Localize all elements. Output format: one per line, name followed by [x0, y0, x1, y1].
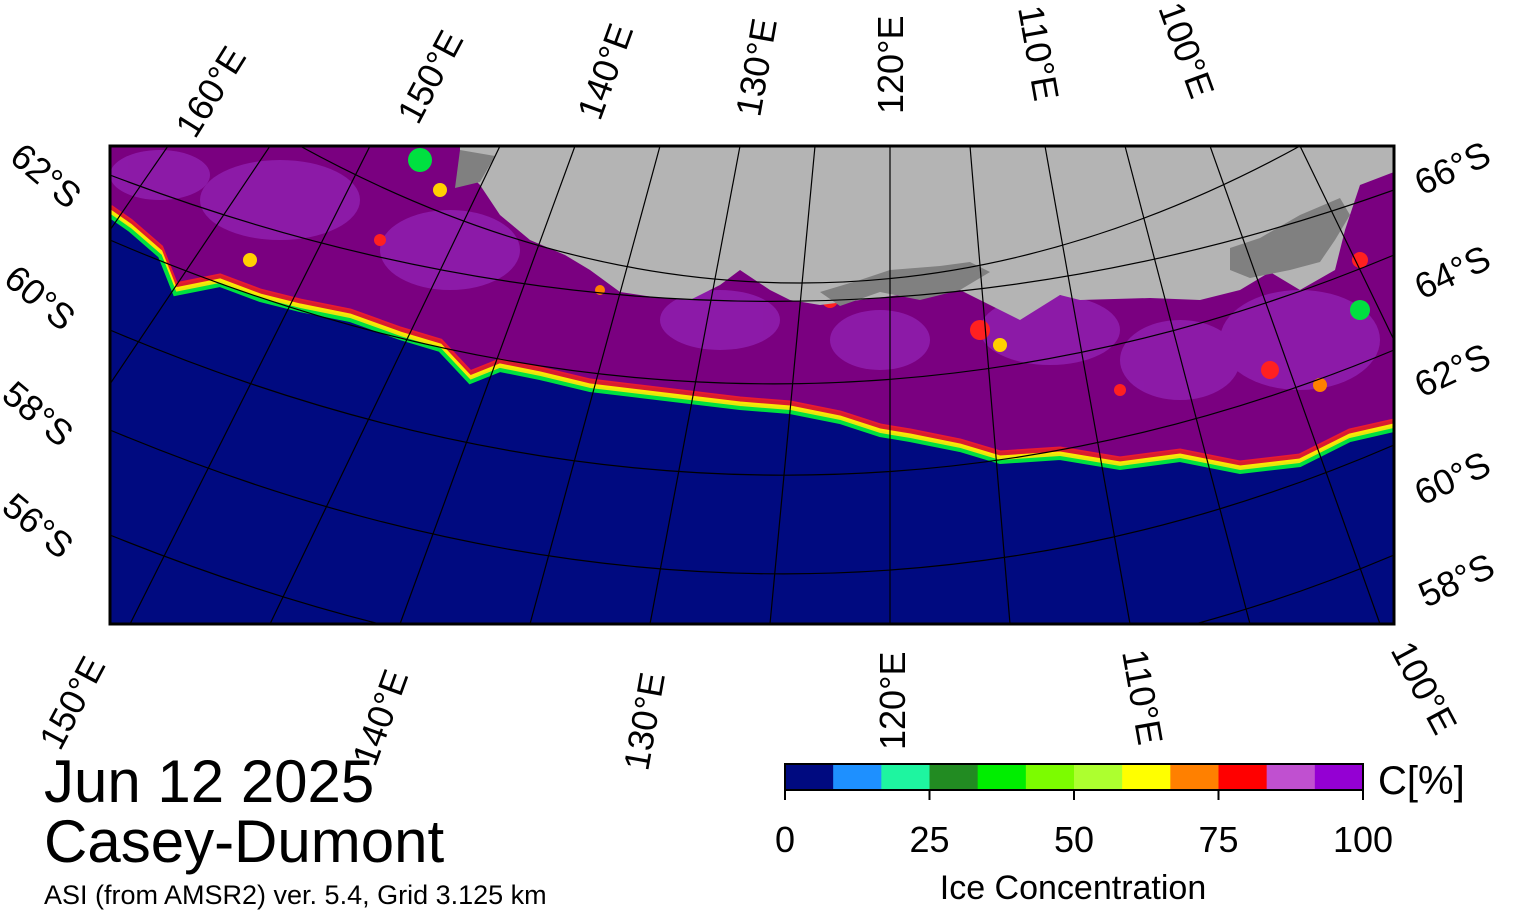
parallel-56s — [180, 623, 185, 624]
ice-shelves — [455, 150, 1350, 306]
left-lat-labels: 62°S 60°S 58°S 56°S — [0, 135, 89, 567]
left-lat-label: 62°S — [3, 135, 89, 217]
ice-edge-green — [110, 214, 1394, 475]
colorbar-swatch — [785, 764, 834, 790]
right-lat-label: 60°S — [1408, 443, 1496, 513]
product-label: ASI (from AMSR2) ver. 5.4, Grid 3.125 km — [44, 880, 547, 910]
parallel-68s — [299, 146, 1301, 284]
map-frame — [108, 144, 1396, 626]
colorbar-tick-label: 75 — [1198, 819, 1238, 860]
colorbar-swatch — [1170, 764, 1219, 790]
meridian-160e — [110, 146, 169, 231]
bottom-lon-label: 100°E — [1383, 635, 1465, 741]
meridian-150e — [110, 146, 271, 385]
meridian-105e — [1124, 146, 1251, 624]
date-label: Jun 12 2025 — [44, 748, 375, 815]
colorbar-swatch — [929, 764, 979, 790]
top-lon-label: 120°E — [870, 16, 911, 114]
colorbar-swatch — [1314, 764, 1364, 790]
right-lat-label: 62°S — [1408, 335, 1496, 405]
right-lat-label: 58°S — [1412, 545, 1500, 615]
ice-edge-yellow — [110, 209, 1394, 471]
meridian-100e — [1209, 146, 1381, 624]
colorbar-swatch — [1218, 764, 1268, 790]
top-lon-label: 130°E — [728, 15, 785, 119]
bottom-lon-label: 110°E — [1114, 646, 1171, 747]
colorbar-tick-label: 100 — [1333, 819, 1393, 860]
colorbar-tick-label: 0 — [775, 819, 795, 860]
parallel-64s — [110, 239, 1394, 385]
meridian-115e — [969, 146, 1011, 624]
parallel-66s — [110, 174, 1394, 302]
top-lon-labels: 160°E 150°E 140°E 130°E 120°E 110°E 100°… — [167, 0, 1223, 144]
bottom-lon-label: 130°E — [616, 669, 673, 773]
meridian-140e — [269, 146, 501, 624]
graticule — [110, 146, 1394, 624]
meridian-145e — [129, 146, 371, 624]
top-lon-label: 110°E — [1010, 2, 1067, 103]
right-lat-label: 64°S — [1408, 237, 1496, 307]
left-lat-label: 56°S — [0, 485, 81, 567]
top-lon-label: 150°E — [389, 24, 471, 130]
colorbar-tick-label: 25 — [909, 819, 949, 860]
colorbar-title: Ice Concentration — [939, 869, 1207, 907]
colorbar-tick-label: 50 — [1054, 819, 1094, 860]
top-lon-label: 140°E — [569, 18, 641, 125]
colorbar-swatch — [977, 764, 1027, 790]
colorbar-swatch — [1266, 764, 1316, 790]
right-lat-label: 66°S — [1408, 133, 1496, 203]
region-label: Casey-Dumont — [44, 808, 445, 875]
map-content — [110, 146, 1394, 624]
meridian-120e-b — [769, 146, 816, 624]
meridian-130e — [529, 146, 661, 624]
meridian-135e — [399, 146, 576, 624]
ice-edge-red — [110, 205, 1394, 468]
colorbar: 0 25 50 75 100 — [775, 763, 1393, 860]
colorbar-swatch — [881, 764, 930, 790]
meridian-110e — [1044, 146, 1131, 624]
bottom-lon-label: 120°E — [872, 652, 913, 750]
meridian-95e — [1299, 146, 1394, 341]
top-lon-label: 160°E — [167, 39, 254, 144]
meridian-125e — [649, 146, 741, 624]
parallel-60s — [110, 429, 1394, 575]
colorbar-swatch — [833, 764, 882, 790]
colorbar-swatch — [1122, 764, 1171, 790]
colorbar-swatch — [1025, 764, 1075, 790]
right-lat-labels: 66°S 64°S 62°S 60°S 58°S — [1408, 133, 1500, 615]
colorbar-swatch — [1074, 764, 1123, 790]
left-lat-label: 58°S — [0, 373, 81, 455]
parallel-62s — [110, 329, 1394, 476]
left-lat-label: 60°S — [0, 257, 83, 339]
bottom-lon-label: 150°E — [31, 650, 113, 756]
parallel-58s — [110, 534, 1394, 624]
top-lon-label: 100°E — [1150, 0, 1222, 103]
colorbar-unit: C[%] — [1378, 759, 1465, 803]
